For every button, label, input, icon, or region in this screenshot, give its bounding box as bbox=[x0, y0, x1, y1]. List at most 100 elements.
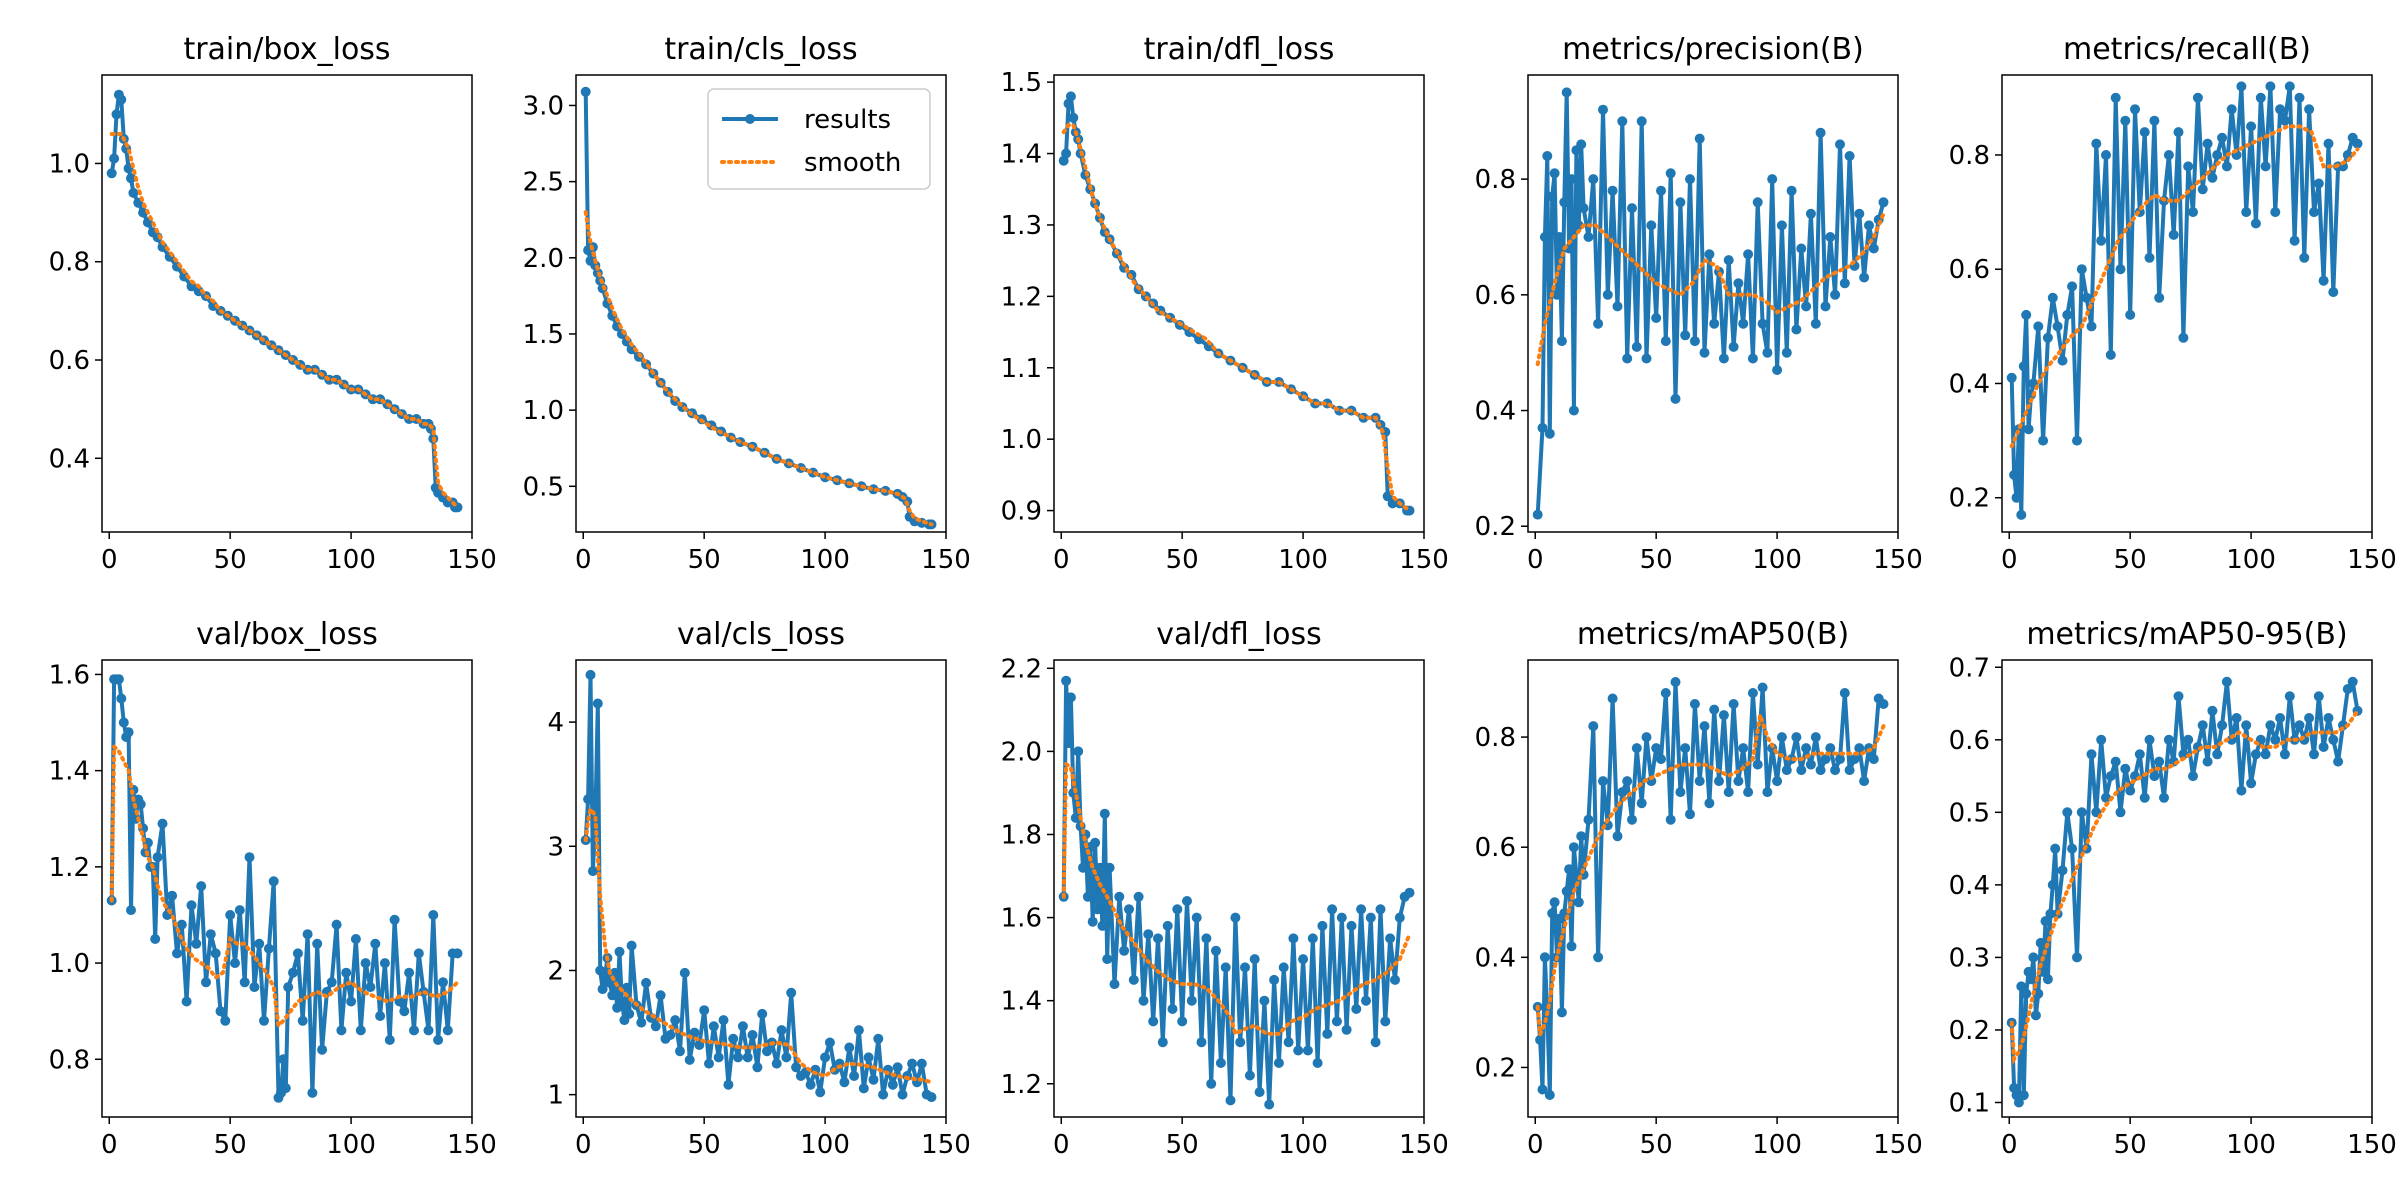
results-point bbox=[1815, 765, 1826, 776]
smooth-series bbox=[109, 132, 460, 510]
results-point bbox=[278, 1054, 289, 1065]
results-point bbox=[1781, 765, 1792, 776]
plot-frame bbox=[1053, 74, 1425, 533]
results-point bbox=[2072, 952, 2082, 963]
results-point bbox=[1566, 941, 1577, 952]
results-point bbox=[1656, 754, 1666, 765]
results-point bbox=[858, 1083, 869, 1094]
y-tick-label: 0.6 bbox=[1949, 255, 1990, 285]
results-point bbox=[2028, 952, 2039, 963]
results-point bbox=[2018, 361, 2029, 372]
results-point bbox=[2323, 713, 2334, 723]
results-point bbox=[346, 996, 357, 1007]
results-point bbox=[1327, 904, 1338, 915]
plot-title: train/box_loss bbox=[183, 32, 390, 67]
plot-title: metrics/precision(B) bbox=[1562, 32, 1864, 67]
results-point bbox=[752, 1062, 763, 1073]
results-point bbox=[1547, 908, 1558, 919]
subplot-4: metrics/precision(B) 0 50 100 150 0.2 0.4 0.6 0.… bbox=[1475, 32, 1923, 575]
results-point bbox=[1689, 699, 1700, 709]
x-tick-label: 100 bbox=[800, 1130, 850, 1160]
results-point bbox=[2333, 756, 2344, 767]
subplot-6: val/box_loss 0 50 100 150 0.8 1.0 1.2 1.4 1.6 bbox=[49, 617, 497, 1160]
results-point bbox=[1588, 174, 1599, 185]
results-point bbox=[1772, 776, 1783, 787]
results-point bbox=[379, 958, 390, 969]
results-point bbox=[791, 1062, 802, 1073]
x-tick-label: 100 bbox=[326, 1130, 376, 1160]
x-tick-label: 0 bbox=[1527, 545, 1544, 575]
results-point bbox=[1394, 912, 1405, 923]
results-point bbox=[1573, 897, 1584, 908]
results-point bbox=[1539, 952, 1550, 963]
results-point bbox=[1762, 787, 1773, 798]
results-point bbox=[423, 1025, 434, 1036]
results-point bbox=[853, 1025, 864, 1036]
results-point bbox=[2026, 974, 2036, 985]
y-tick-label: 2.0 bbox=[1001, 737, 1042, 767]
results-point bbox=[679, 967, 690, 978]
smooth-line bbox=[1061, 759, 1412, 1037]
results-point bbox=[2035, 937, 2046, 948]
y-tick-label: 0.6 bbox=[1475, 833, 1516, 863]
x-tick-label: 100 bbox=[1278, 1130, 1328, 1160]
x-tick-label: 0 bbox=[2001, 1130, 2018, 1160]
results-point bbox=[2086, 321, 2097, 332]
subplot-7: val/cls_loss 0 50 100 150 1 2 3 4 bbox=[547, 617, 970, 1160]
x-tick-label: 150 bbox=[2347, 545, 2397, 575]
results-point bbox=[1230, 912, 1241, 923]
results-point bbox=[118, 717, 129, 728]
y-tick-label: 3 bbox=[547, 832, 564, 862]
results-point bbox=[2289, 235, 2300, 246]
y-tick-label: 2 bbox=[547, 956, 564, 986]
y-tick-label: 1.4 bbox=[1001, 140, 1042, 170]
results-point bbox=[580, 86, 591, 97]
results-point bbox=[820, 1052, 831, 1063]
results-point bbox=[1119, 945, 1130, 956]
results-point bbox=[1752, 197, 1763, 208]
x-tick-label: 50 bbox=[2114, 1130, 2147, 1160]
results-point bbox=[815, 1087, 826, 1098]
results-point bbox=[1747, 688, 1758, 698]
y-tick-label: 1.0 bbox=[1001, 425, 1042, 455]
x-tick-label: 50 bbox=[1640, 545, 1673, 575]
results-point bbox=[2328, 287, 2339, 298]
results-point bbox=[409, 1025, 419, 1036]
results-point bbox=[1269, 974, 1280, 985]
x-tick-label: 150 bbox=[1399, 545, 1449, 575]
results-point bbox=[2050, 843, 2061, 854]
results-point bbox=[2318, 275, 2329, 286]
y-tick-label: 0.2 bbox=[1475, 1053, 1516, 1083]
results-point bbox=[1561, 87, 1572, 98]
results-point bbox=[1201, 933, 1212, 944]
results-point bbox=[2212, 150, 2223, 160]
results-point bbox=[2040, 916, 2051, 927]
results-point bbox=[1752, 759, 1763, 770]
y-tick-label: 1.2 bbox=[49, 853, 90, 883]
results-point bbox=[1825, 743, 1836, 754]
y-tick-label: 0.8 bbox=[1475, 165, 1516, 195]
results-point bbox=[1776, 220, 1787, 231]
y-tick-label: 0.8 bbox=[49, 248, 90, 278]
results-point bbox=[1680, 743, 1691, 754]
results-point bbox=[157, 818, 168, 829]
results-point bbox=[215, 1006, 226, 1017]
results-point bbox=[762, 1046, 772, 1057]
results-point bbox=[1641, 732, 1652, 743]
results-point bbox=[1361, 995, 1371, 1006]
results-point bbox=[375, 1011, 386, 1021]
smooth-series bbox=[583, 804, 934, 1085]
results-point bbox=[365, 982, 376, 993]
results-point bbox=[1191, 912, 1202, 923]
results-point bbox=[428, 910, 439, 920]
results-point bbox=[824, 1037, 835, 1048]
smooth-series bbox=[1061, 759, 1412, 1037]
results-point bbox=[2139, 792, 2150, 803]
results-point bbox=[1718, 353, 1729, 364]
results-point bbox=[2013, 1097, 2024, 1108]
results-point bbox=[2173, 691, 2184, 702]
results-point bbox=[1087, 916, 1098, 927]
y-tick-label: 2.2 bbox=[1001, 654, 1042, 684]
results-point bbox=[220, 1015, 231, 1026]
results-point bbox=[399, 1006, 410, 1017]
